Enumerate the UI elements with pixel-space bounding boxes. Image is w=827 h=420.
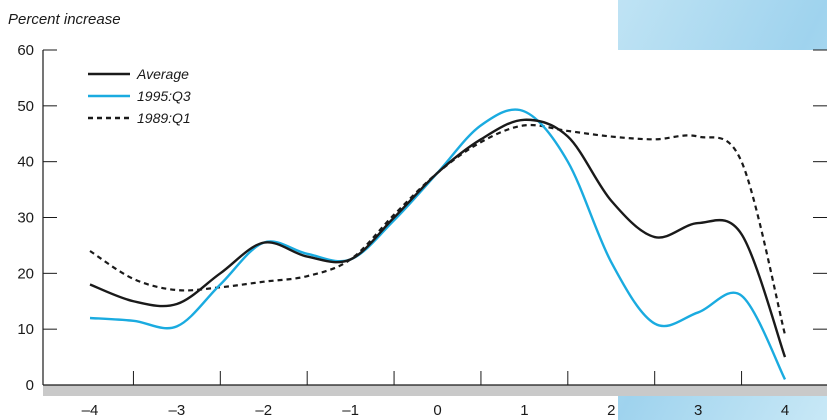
legend-label: 1995:Q3	[137, 88, 191, 104]
x-tick-label: –4	[82, 402, 99, 419]
x-tick-label: 2	[607, 402, 615, 419]
series-layer	[89, 108, 787, 380]
x-axis-band	[43, 385, 827, 396]
x-tick-label: –2	[255, 402, 272, 419]
x-tick-label: –1	[342, 402, 359, 419]
y-tick-label: 0	[26, 377, 34, 394]
plot-area	[43, 50, 827, 385]
x-tick-label: 0	[433, 402, 441, 419]
y-tick-label: 30	[17, 210, 34, 227]
x-tick-label: 1	[520, 402, 528, 419]
y-tick-label: 10	[17, 321, 34, 338]
legend-label: 1989:Q1	[137, 110, 191, 126]
y-tick-label: 40	[17, 154, 34, 171]
y-tick-label: 60	[17, 42, 34, 59]
y-tick-label: 20	[17, 265, 34, 282]
series-line-1995-q3	[89, 108, 787, 380]
legend: Average 1995:Q3 1989:Q1	[88, 66, 191, 126]
x-ticks: –4 –3 –2 –1 0 1 2 3 4	[82, 371, 789, 419]
x-tick-label: –3	[169, 402, 186, 419]
y-tick-label: 50	[17, 98, 34, 115]
legend-label: Average	[136, 66, 189, 82]
series-line-average	[89, 118, 787, 358]
y-axis-title: Percent increase	[8, 11, 121, 28]
x-tick-label: 3	[694, 402, 702, 419]
y-ticks: 0 10 20 30 40 50 60	[17, 42, 827, 394]
x-tick-label: 4	[781, 402, 789, 419]
